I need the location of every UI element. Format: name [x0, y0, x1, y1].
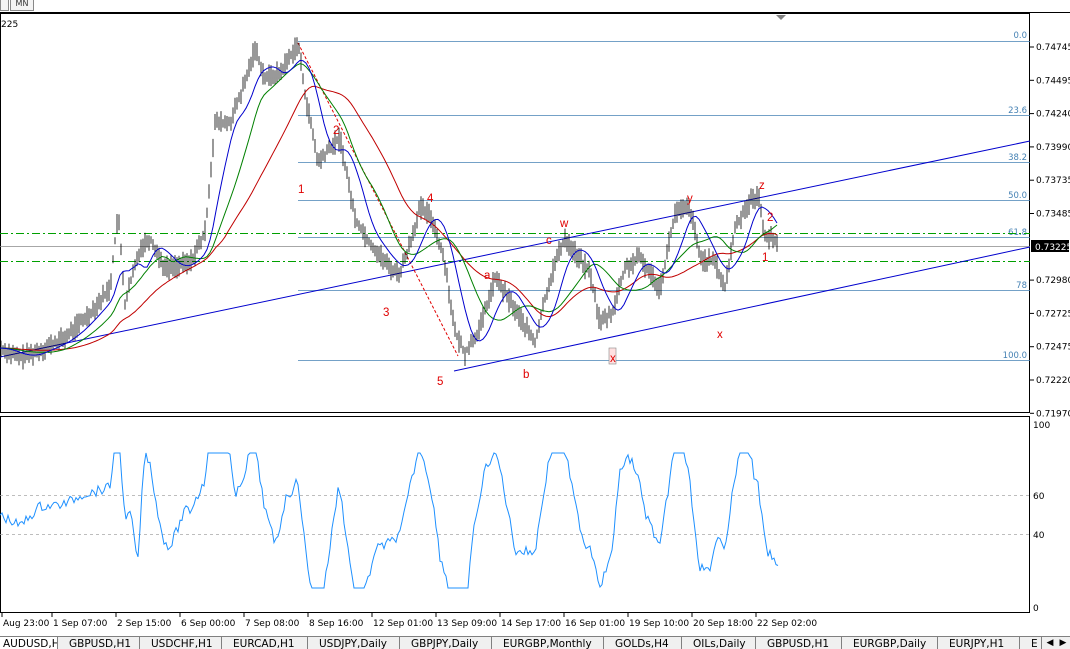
chart-tab[interactable]: EURGBP,Monthly [492, 637, 604, 649]
moving-averages [0, 59, 778, 356]
rsi-indicator: 100 60 40 0 [0, 421, 1050, 614]
chart-tab[interactable]: EURJPY,H1 [938, 637, 1020, 649]
time-label: 19 Sep 10:00 [629, 619, 689, 629]
time-label: Aug 23:00 [3, 619, 50, 629]
wave-label: c [546, 235, 552, 247]
chart-tab[interactable]: AUDUSD,H1 [0, 637, 58, 649]
fib-level-label: 100.0 [1003, 351, 1027, 361]
chart-shift-marker [776, 15, 786, 20]
time-label: 13 Sep 09:00 [437, 619, 497, 629]
timeframe-button-w1[interactable] [0, 0, 9, 11]
wave-label: x [610, 353, 616, 365]
wave-label: 4 [427, 193, 434, 205]
chart-tab[interactable]: USDCHF,H1 [140, 637, 222, 649]
tab-scroll-left-button[interactable]: ◀ [1046, 638, 1054, 648]
chart-tab[interactable]: USDJPY,Daily [308, 637, 400, 649]
time-label: 22 Sep 02:00 [757, 619, 817, 629]
fib-level-label: 38.2 [1008, 153, 1027, 163]
ohlc-bars [0, 37, 778, 370]
wave-label: 1 [762, 252, 768, 264]
price-tick-label: 0.74495 [1036, 76, 1070, 86]
time-label: 2 Sep 15:00 [117, 619, 172, 629]
chart-tab[interactable]: GBPUSD,H1 [756, 637, 842, 649]
wave-label: z [759, 180, 765, 192]
chart-tab[interactable]: EURGBP,Daily [842, 637, 938, 649]
price-tick-label: 0.74240 [1036, 110, 1070, 120]
wave-label: b [523, 369, 529, 381]
marker-box [608, 347, 617, 365]
time-label: 1 Sep 07:00 [53, 619, 108, 629]
price-axis: 0.74745 0.74495 0.74240 0.73990 0.73735 0.734… [1030, 43, 1070, 419]
price-tick-label: 0.72725 [1036, 309, 1070, 319]
price-tick-label: 0.74745 [1036, 43, 1070, 53]
time-label: 7 Sep 08:00 [245, 619, 300, 629]
wave-label: x [717, 329, 723, 341]
rsi-tick: 60 [1033, 492, 1045, 502]
chart-tab[interactable]: OILs,Daily [682, 637, 756, 649]
current-price-label: 0.73225 [1035, 243, 1070, 253]
fib-level-label: 61.8 [1008, 228, 1027, 238]
chart-tab[interactable]: E [1020, 637, 1042, 649]
fib-level-label: 78 [1016, 281, 1027, 291]
time-axis: Aug 23:00 1 Sep 07:00 2 Sep 15:00 6 Sep 00:… [1, 613, 817, 629]
wave-label: 1 [298, 184, 304, 196]
wave-label: y [687, 193, 693, 205]
rsi-tick: 100 [1033, 421, 1050, 431]
chart-tab[interactable]: GBPUSD,H1 [58, 637, 140, 649]
price-chart[interactable]: 225 0.0 23.6 38.2 50.0 61.8 78 100.0 1 [0, 13, 1070, 636]
fib-level-label: 0.0 [1013, 31, 1027, 41]
price-tick-label: 0.71970 [1036, 409, 1070, 419]
price-tick-label: 0.72220 [1036, 376, 1070, 386]
wave-label: 2 [333, 125, 339, 137]
chart-tab-bar: AUDUSD,H1 GBPUSD,H1 USDCHF,H1 EURCAD,H1 … [0, 636, 1070, 649]
rsi-subwindow-frame [0, 416, 1030, 613]
time-label: 6 Sep 00:00 [181, 619, 236, 629]
tab-scroll-right-button[interactable]: ▶ [1059, 638, 1067, 648]
indicator-label: 225 [1, 20, 18, 30]
rsi-tick: 0 [1033, 604, 1039, 614]
price-tick-label: 0.72475 [1036, 343, 1070, 353]
chart-tab[interactable]: GOLDs,H4 [604, 637, 682, 649]
wave-label: 2 [767, 212, 773, 224]
time-label: 12 Sep 01:00 [373, 619, 433, 629]
fib-level-label: 23.6 [1008, 106, 1027, 116]
time-label: 16 Sep 01:00 [565, 619, 625, 629]
timeframe-button-mn[interactable]: MN [10, 0, 34, 11]
fibonacci-retracement: 0.0 23.6 38.2 50.0 61.8 78 100.0 [298, 31, 1030, 361]
price-tick-label: 0.72980 [1036, 276, 1070, 286]
rsi-tick: 40 [1033, 531, 1045, 541]
price-tick-label: 0.73735 [1036, 176, 1070, 186]
timeframe-toolbar: MN [0, 0, 1070, 13]
price-bar [0, 37, 778, 370]
elliott-wave-labels: 1 2 3 4 5 a b c w x x y z 1 2 [298, 125, 773, 388]
wave-label: 5 [437, 376, 443, 388]
main-chart-frame [0, 13, 1030, 413]
price-tick-label: 0.73485 [1036, 210, 1070, 220]
wave-label: 3 [383, 307, 389, 319]
time-label: 14 Sep 17:00 [501, 619, 561, 629]
wave-label: a [484, 270, 491, 282]
wave-label: w [559, 218, 569, 230]
chart-tab[interactable]: GBPJPY,Daily [400, 637, 492, 649]
trend-channel [0, 42, 1031, 372]
price-tick-label: 0.73990 [1036, 143, 1070, 153]
fib-level-label: 50.0 [1008, 191, 1027, 201]
time-label: 8 Sep 16:00 [309, 619, 364, 629]
chart-tab[interactable]: EURCAD,H1 [222, 637, 308, 649]
current-price-badge [1031, 240, 1069, 252]
time-label: 20 Sep 18:00 [693, 619, 753, 629]
